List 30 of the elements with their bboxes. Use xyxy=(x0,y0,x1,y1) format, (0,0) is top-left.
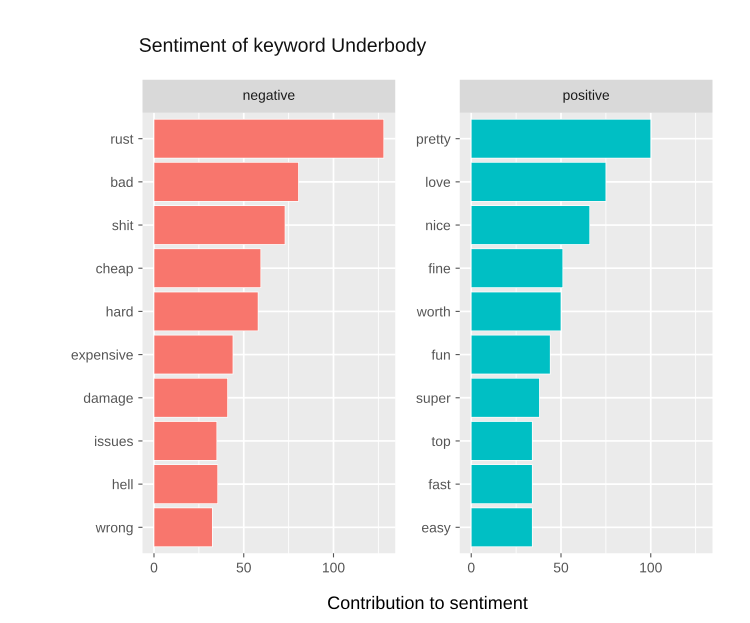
y-tick-label: fun xyxy=(432,350,450,360)
x-tick-label: 50 xyxy=(236,562,251,572)
y-tick-label: pretty xyxy=(416,134,451,147)
y-tick-label: super xyxy=(416,395,450,406)
chart-title: Sentiment of keyword Underbody xyxy=(140,38,426,56)
y-tick-label: cheap xyxy=(96,263,133,276)
y-tick-label: hell xyxy=(112,479,133,490)
x-tick-label: 0 xyxy=(468,562,475,572)
x-tick-label: 100 xyxy=(322,562,345,572)
x-tick-label: 100 xyxy=(640,562,662,572)
y-tick-label: fine xyxy=(428,263,450,274)
y-tick-label: bad xyxy=(111,176,133,188)
y-tick-label: easy xyxy=(422,524,451,536)
y-tick-label: hard xyxy=(106,306,133,317)
y-tick-label: damage xyxy=(84,392,133,406)
y-tick-label: fast xyxy=(428,479,451,490)
y-tick-label: shit xyxy=(112,220,134,230)
x-tick-label: 50 xyxy=(554,562,568,572)
y-tick-label: issues xyxy=(95,436,133,446)
y-tick-label: rust xyxy=(111,134,134,144)
y-tick-label: love xyxy=(426,176,450,188)
x-axis-title: Contribution to sentiment xyxy=(328,596,528,610)
y-tick-label: expensive xyxy=(72,350,133,362)
x-tick-label: 0 xyxy=(150,562,158,572)
y-tick-label: wrong xyxy=(96,524,133,536)
y-tick-label: worth xyxy=(416,306,450,317)
y-tick-label: nice xyxy=(426,220,450,230)
chart-subtitle: negative xyxy=(244,90,295,103)
chart-subtitle: positive xyxy=(563,90,610,103)
y-tick-label: top xyxy=(432,437,450,449)
